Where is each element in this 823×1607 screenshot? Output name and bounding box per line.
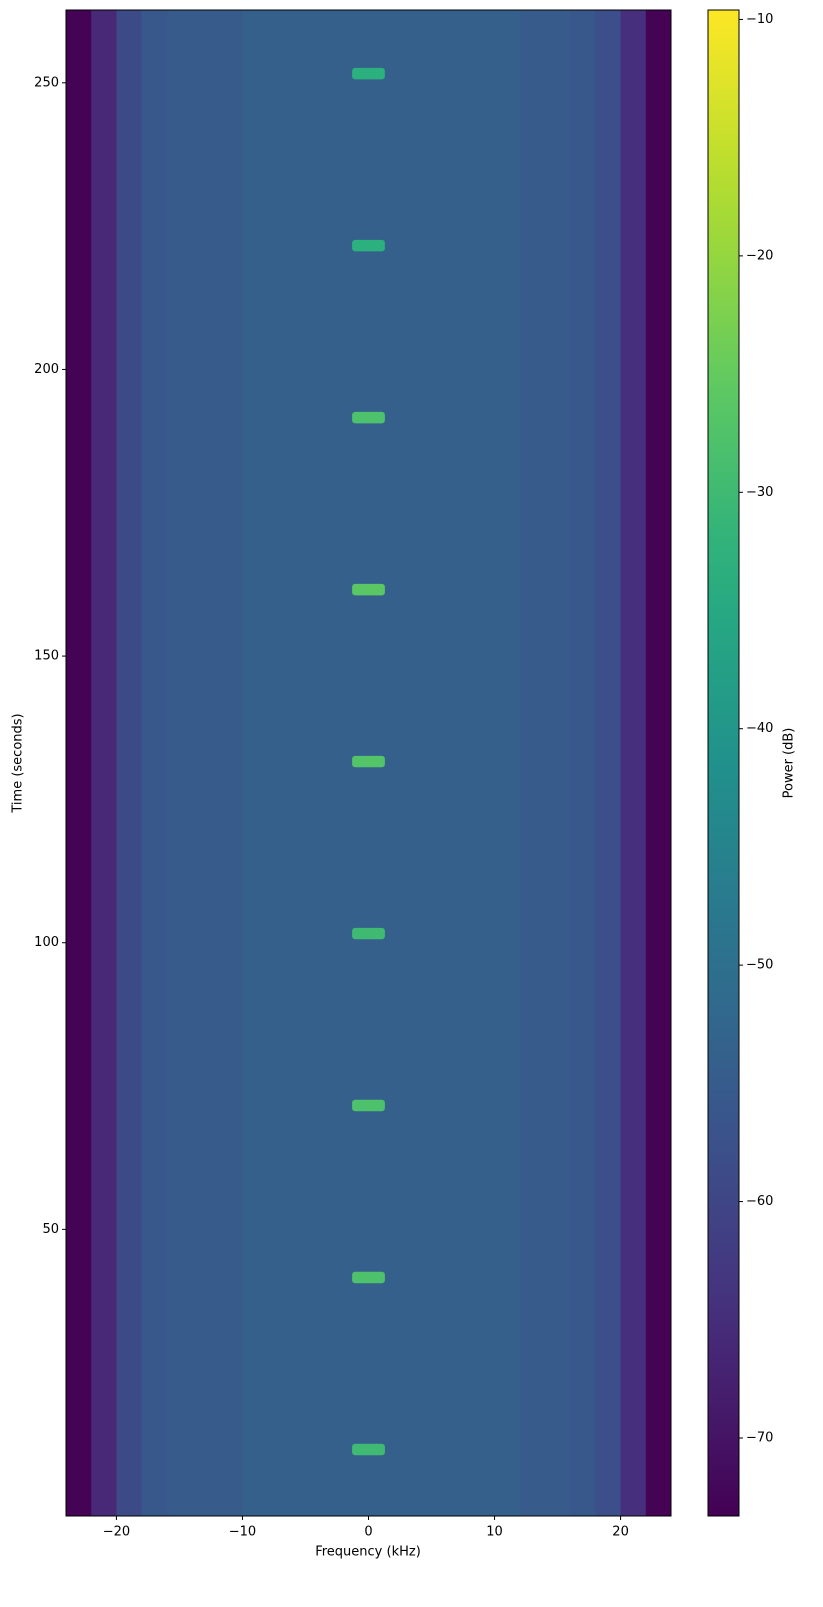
x-tick-label: −10 (229, 1525, 256, 1540)
spectrogram-cell (595, 10, 622, 1516)
spectrogram-cell (242, 10, 269, 1516)
x-axis-label: Frequency (kHz) (315, 1545, 421, 1560)
spectrogram-cell (318, 10, 344, 1516)
colorbar-tick-label: −40 (746, 721, 773, 736)
spectrogram-cell (141, 10, 168, 1516)
burst (352, 1099, 385, 1112)
burst (352, 411, 385, 424)
y-tick-label: 200 (34, 362, 59, 377)
spectrogram-cell (393, 10, 420, 1516)
spectrogram-cell (645, 10, 672, 1516)
x-tick-label: 20 (612, 1525, 629, 1540)
colorbar-label: Power (dB) (782, 728, 797, 799)
spectrogram-cell (292, 10, 319, 1516)
x-tick-label: −20 (103, 1525, 130, 1540)
spectrogram-cell (494, 10, 521, 1516)
spectrogram-cell (192, 10, 218, 1516)
colorbar-tick-label: −20 (746, 248, 773, 263)
spectrogram-cell (544, 10, 571, 1516)
y-tick-label: 100 (34, 935, 59, 950)
y-tick-label: 50 (42, 1222, 59, 1237)
spectrogram-cell (166, 10, 193, 1516)
burst (352, 583, 385, 596)
spectrogram-cell (91, 10, 117, 1516)
burst (352, 1443, 385, 1456)
y-tick-label: 150 (34, 649, 59, 664)
spectrogram-cell (267, 10, 294, 1516)
spectrogram-cell (469, 10, 496, 1516)
y-tick-label: 250 (34, 75, 59, 90)
y-axis-label: Time (seconds) (11, 713, 26, 813)
colorbar-tick-label: −30 (746, 485, 773, 500)
spectrogram-cell (444, 10, 470, 1516)
spectrogram-cell (217, 10, 243, 1516)
spectrogram-cell (66, 10, 92, 1516)
colorbar-tick-label: −10 (746, 12, 773, 27)
spectrogram-cell (418, 10, 445, 1516)
spectrogram-cell (570, 10, 596, 1516)
x-tick-label: 0 (364, 1525, 372, 1540)
burst (352, 239, 385, 252)
burst (352, 1271, 385, 1284)
plot-area (66, 10, 672, 1516)
spectrogram-cell (116, 10, 143, 1516)
colorbar (707, 9, 740, 1517)
colorbar-tick-label: −60 (746, 1194, 773, 1209)
colorbar-tick-label: −50 (746, 958, 773, 973)
spectrogram-cell (519, 10, 546, 1516)
colorbar-tick-label: −70 (746, 1430, 773, 1445)
x-tick-label: 10 (486, 1525, 503, 1540)
burst (352, 67, 385, 80)
spectrogram-cell (620, 10, 647, 1516)
burst (352, 927, 385, 940)
burst (352, 755, 385, 768)
